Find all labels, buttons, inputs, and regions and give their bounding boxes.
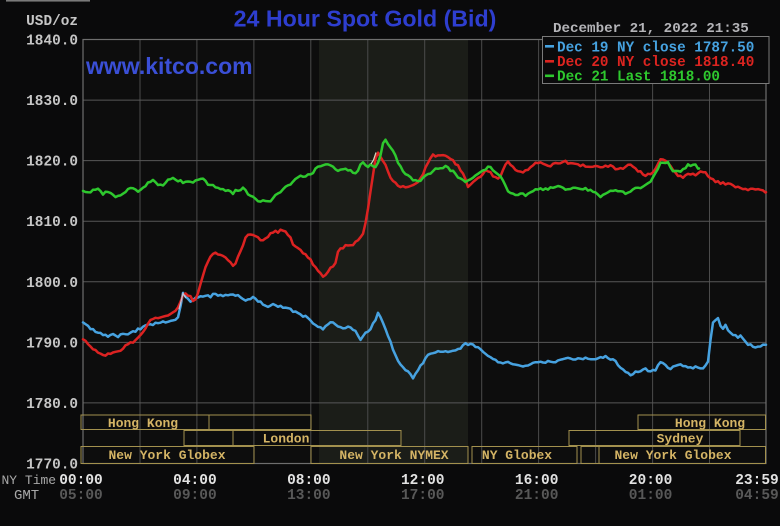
svg-text:1840.0: 1840.0 (26, 34, 78, 50)
svg-text:05:00: 05:00 (59, 488, 103, 504)
svg-text:New York Globex: New York Globex (108, 448, 225, 463)
svg-text:December 21, 2022 21:35: December 21, 2022 21:35 (553, 21, 749, 37)
svg-text:23:59: 23:59 (735, 473, 779, 489)
svg-text:09:00: 09:00 (173, 488, 217, 504)
svg-text:1820.0: 1820.0 (26, 155, 78, 171)
svg-text:Dec 21 Last 1818.00: Dec 21 Last 1818.00 (557, 70, 720, 86)
svg-text:1810.0: 1810.0 (26, 215, 78, 231)
svg-text:1790.0: 1790.0 (26, 336, 78, 352)
svg-text:04:00: 04:00 (173, 473, 217, 489)
svg-text:01:00: 01:00 (629, 488, 673, 504)
svg-text:12:00: 12:00 (401, 473, 445, 489)
svg-text:Sydney: Sydney (657, 432, 704, 447)
svg-text:NY Globex: NY Globex (482, 448, 552, 463)
svg-text:00:00: 00:00 (59, 473, 103, 489)
svg-text:Dec 19 NY close 1787.50: Dec 19 NY close 1787.50 (557, 41, 754, 57)
svg-text:17:00: 17:00 (401, 488, 445, 504)
svg-text:16:00: 16:00 (515, 473, 559, 489)
svg-text:Hong Kong: Hong Kong (675, 416, 745, 431)
svg-text:1830.0: 1830.0 (26, 94, 78, 110)
svg-text:USD/oz: USD/oz (26, 14, 78, 30)
svg-text:GMT: GMT (14, 488, 39, 504)
svg-text:08:00: 08:00 (287, 473, 331, 489)
svg-text:1800.0: 1800.0 (26, 276, 78, 292)
svg-text:Hong Kong: Hong Kong (108, 416, 178, 431)
svg-text:20:00: 20:00 (629, 473, 673, 489)
svg-text:21:00: 21:00 (515, 488, 559, 504)
svg-text:www.kitco.com: www.kitco.com (85, 53, 253, 79)
svg-text:1780.0: 1780.0 (26, 397, 78, 413)
svg-text:New York Globex: New York Globex (614, 448, 731, 463)
svg-text:04:59: 04:59 (735, 488, 779, 504)
svg-text:New York NYMEX: New York NYMEX (339, 448, 448, 463)
svg-text:13:00: 13:00 (287, 488, 331, 504)
svg-text:London: London (263, 432, 310, 447)
svg-text:Dec 20 NY close 1818.40: Dec 20 NY close 1818.40 (557, 55, 754, 71)
svg-text:24 Hour Spot Gold (Bid): 24 Hour Spot Gold (Bid) (234, 6, 497, 32)
svg-text:1770.0: 1770.0 (26, 458, 78, 474)
svg-text:NY Time: NY Time (2, 473, 57, 488)
